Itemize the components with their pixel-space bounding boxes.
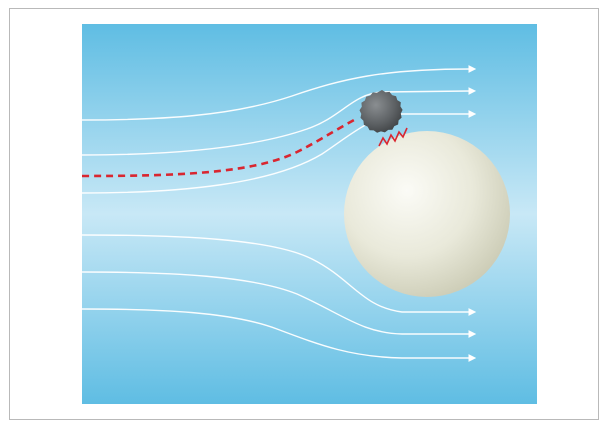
particle-trajectory [82, 118, 355, 178]
attachment-bond-marks [378, 127, 408, 147]
flow-diagram-svg [82, 24, 537, 404]
streamline [82, 271, 477, 338]
streamline [82, 87, 477, 156]
streamlines-lower [82, 234, 477, 362]
streamline [82, 65, 477, 121]
collector-sphere [344, 131, 510, 297]
streamline [82, 234, 477, 316]
streamline [82, 308, 477, 362]
diagram-panel [82, 24, 537, 404]
particle [359, 90, 403, 133]
